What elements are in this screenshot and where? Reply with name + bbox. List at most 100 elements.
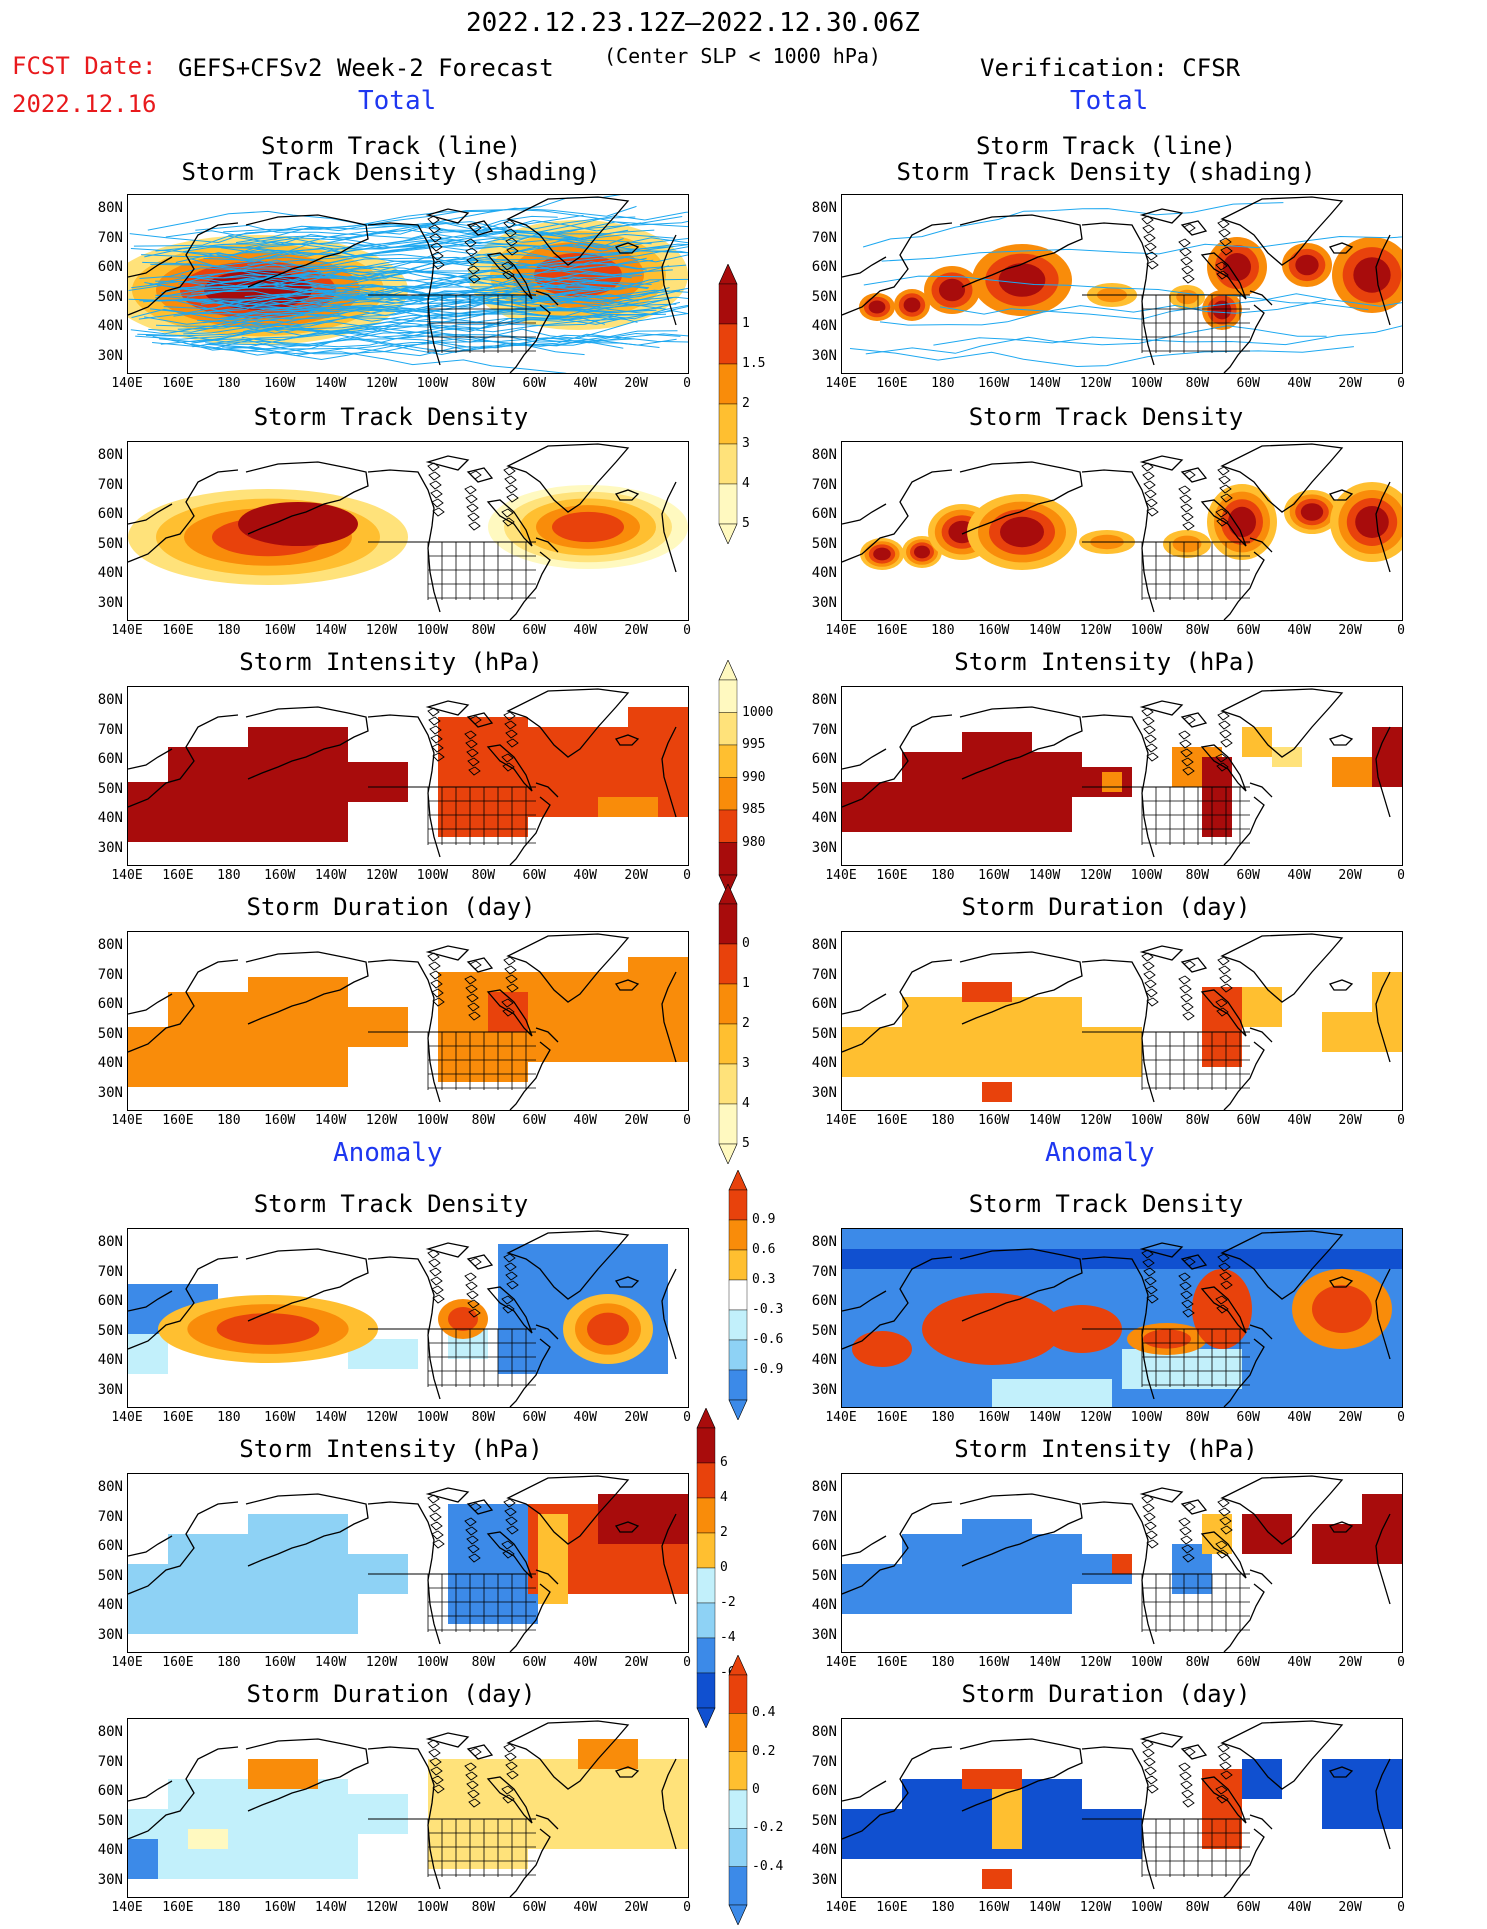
title-intensity-right: Storm Intensity (hPa) [954,648,1258,676]
lon-tick-label: 160E [876,376,908,391]
lat-tick-label: 70N [97,476,123,493]
shading [158,1294,653,1364]
colorbar-tick-label: 4 [742,1096,750,1111]
lat-tick-label: 70N [97,1263,123,1280]
lat-tick-label: 80N [811,1724,837,1740]
lat-tick-label: 50N [97,1025,123,1042]
coastline [128,933,677,1110]
fcst-date: 2022.12.16 [12,90,157,118]
map-anom-duration-right [841,1718,1403,1898]
grid-cells [128,957,688,1087]
lat-tick-label: 50N [811,1322,837,1339]
lon-tick-label: 20W [1338,868,1362,883]
lon-tick-label: 60W [522,1113,546,1128]
map-track-right [841,194,1403,374]
shading [860,482,1402,570]
map-anom-intensity-left [127,1473,689,1653]
shading [128,485,688,585]
lat-tick-label: 30N [97,1871,123,1888]
lon-tick-label: 80W [471,623,496,638]
lon-tick-label: 100W [416,868,449,883]
lon-tick-label: 120W [1079,376,1112,391]
lon-tick-label: 100W [1130,1410,1163,1425]
lon-tick-label: 60W [1236,623,1260,638]
title-intensity-left: Storm Intensity (hPa) [239,648,543,676]
lon-tick-label: 20W [1338,1655,1362,1670]
state-borders [1141,786,1250,845]
coastline [842,933,1391,1110]
lat-tick-label: 40N [97,810,123,826]
lat-tick-label: 40N [97,1352,123,1368]
arctic-islands [427,1249,519,1318]
colorbar-tick-label: 990 [742,769,766,785]
colorbar-tick-label: 0.2 [752,1743,776,1759]
title-anom-intensity-right: Storm Intensity (hPa) [954,1435,1258,1463]
lon-tick-label: 140E [111,1113,143,1128]
title-anom-duration-left: Storm Duration (day) [246,1680,536,1708]
lon-tick-label: 20W [1338,1410,1362,1425]
lon-tick-label: 140E [825,376,857,391]
shading [852,1269,1392,1367]
lon-tick-label: 40W [1287,1410,1311,1425]
grid-cells [842,972,1402,1102]
lon-tick-label: 160E [162,376,194,391]
lat-tick-label: 70N [811,1753,837,1770]
lon-tick-label: 160E [162,623,194,638]
lon-tick-label: 0 [1397,1900,1405,1915]
grid-cells [128,707,688,842]
lon-tick-label: 100W [416,1410,449,1425]
lon-tick-label: 20W [624,1410,648,1425]
map-anom-duration-left [127,1718,689,1898]
lon-tick-label: 40W [573,1410,597,1425]
lon-tick-label: 160W [264,868,296,883]
colorbar-tick-label: 5 [742,1136,750,1151]
lon-tick-label: 160E [876,1410,908,1425]
colorbar-tick-label: 0 [720,1560,728,1575]
title-anom-density-left: Storm Track Density [253,1190,529,1218]
lon-tick-label: 60W [1236,868,1260,883]
lat-tick-label: 70N [811,1508,837,1525]
lon-tick-label: 140E [111,1655,143,1670]
lon-tick-label: 0 [683,1900,691,1915]
lon-tick-label: 100W [416,1900,449,1915]
lat-tick-label: 30N [97,1381,123,1398]
lat-tick-label: 80N [811,447,837,463]
colorbar-duration-total [718,883,738,1168]
lon-tick-label: 140W [314,1113,347,1128]
lon-tick-label: 180 [217,1113,241,1128]
lon-tick-label: 160E [876,1655,908,1670]
colorbar-tick-label: 995 [742,737,766,752]
arctic-islands [427,215,519,284]
lon-tick-label: 180 [217,1410,241,1425]
lon-tick-label: 20W [1338,376,1362,391]
lon-tick-label: 80W [471,1410,496,1425]
lon-tick-label: 140E [825,1410,857,1425]
lon-tick-label: 180 [217,1900,241,1915]
lon-tick-label: 160W [978,376,1010,391]
lon-tick-label: 160E [162,1113,194,1128]
lon-tick-label: 160E [162,868,194,883]
lon-tick-label: 140W [1028,868,1061,883]
colorbar-tick-label: 980 [742,834,766,850]
arctic-islands [427,462,519,531]
lon-tick-label: 140E [111,1900,143,1915]
colorbar-tick-label: 1 [742,976,750,991]
lat-tick-label: 80N [811,1234,837,1250]
lat-tick-label: 40N [811,810,837,826]
section-total-right: Total [1070,86,1149,116]
lon-tick-label: 160W [978,1410,1010,1425]
lat-tick-label: 80N [97,1724,123,1740]
colorbar-tick-label: -0.6 [752,1332,784,1347]
lat-tick-label: 50N [811,1025,837,1042]
colorbar-tick-label: 1.5 [742,356,766,371]
colorbar-tick-label: 0.4 [752,1705,776,1721]
lon-tick-label: 100W [1130,376,1163,391]
colorbar-density-anom [728,1169,748,1424]
lat-tick-label: 70N [97,721,123,738]
colorbar-tick-label: 2 [742,1016,750,1031]
lon-tick-label: 120W [365,1655,398,1670]
lon-tick-label: 100W [1130,868,1163,883]
lat-tick-label: 40N [811,318,837,334]
lon-tick-label: 20W [624,1900,648,1915]
lon-tick-label: 160E [876,868,908,883]
